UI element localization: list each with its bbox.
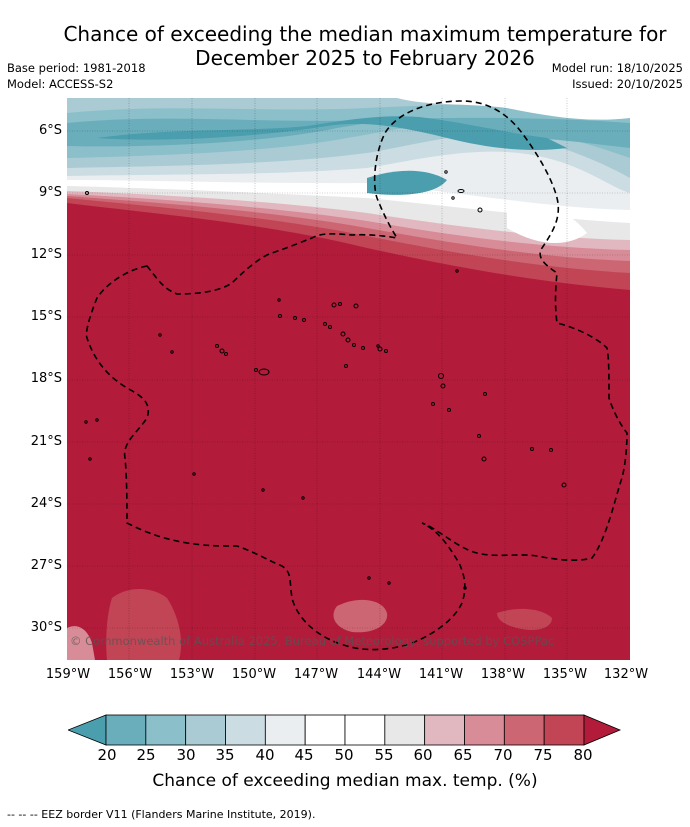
colorbar-bin [304, 714, 346, 746]
title-line-2: December 2025 to February 2026 [195, 46, 535, 70]
issued-text: Issued: 20/10/2025 [572, 77, 683, 91]
colorbar-tick: 25 [136, 746, 156, 764]
copyright-text: © Commonwealth of Australia 2025, Bureau… [70, 634, 555, 648]
y-tick-label: 21°S [30, 434, 62, 449]
x-tick-label: 156°W [107, 667, 153, 682]
colorbar-high-arrow [583, 714, 622, 746]
band-20-25 [67, 117, 630, 148]
band-25-30 [67, 104, 630, 158]
colorbar-bin [264, 714, 306, 746]
eez-footnote: -- -- -- EEZ border V11 (Flanders Marine… [7, 808, 316, 821]
colorbar-tick: 60 [413, 746, 433, 764]
y-tick-label: 6°S [38, 123, 62, 138]
model-text: Model: ACCESS-S2 [7, 77, 114, 91]
y-tick-label: 9°S [38, 185, 62, 200]
bottom-patch-3 [497, 608, 552, 630]
colorbar-bin [384, 714, 426, 746]
y-tick-label: 27°S [30, 558, 62, 573]
colorbar-bin [105, 714, 147, 746]
x-tick-label: 159°W [45, 667, 91, 682]
colorbar-tick: 40 [255, 746, 275, 764]
colorbar-tick: 35 [215, 746, 235, 764]
x-tick-label: 150°W [231, 667, 277, 682]
colorbar-bin [185, 714, 226, 746]
colorbar-bin [503, 714, 545, 746]
colorbar-tick: 65 [453, 746, 473, 764]
x-tick-label: 144°W [356, 667, 402, 682]
meta-right: Model run: 18/10/2025 Issued: 20/10/2025 [552, 60, 683, 92]
colorbar-bin [225, 714, 266, 746]
colorbar-tick: 70 [493, 746, 513, 764]
y-tick-label: 30°S [30, 620, 62, 635]
band-white-top [397, 98, 630, 120]
bottom-patch-4 [67, 626, 95, 660]
y-tick-label: 18°S [30, 371, 62, 386]
colorbar-tick: 55 [374, 746, 394, 764]
colorbar-bin [543, 714, 585, 746]
x-tick-label: 147°W [293, 667, 339, 682]
map-svg [67, 98, 630, 660]
x-tick-label: 153°W [169, 667, 215, 682]
colorbar [68, 714, 622, 746]
x-tick-label: 141°W [418, 667, 464, 682]
probability-map [67, 98, 630, 660]
band-below-20-patch [367, 170, 447, 195]
colorbar-title: Chance of exceeding median max. temp. (%… [152, 771, 538, 791]
meta-left: Base period: 1981-2018 Model: ACCESS-S2 [7, 60, 146, 92]
y-tick-label: 15°S [30, 309, 62, 324]
colorbar-bin [424, 714, 465, 746]
y-tick-label: 12°S [30, 247, 62, 262]
x-tick-label: 138°W [480, 667, 526, 682]
islands [84, 170, 567, 590]
eez-border [85, 100, 628, 651]
band-below-20 [97, 116, 567, 150]
colorbar-bin [464, 714, 505, 746]
base-period-text: Base period: 1981-2018 [7, 61, 146, 75]
title-line-1: Chance of exceeding the median maximum t… [63, 22, 667, 46]
bottom-patch-1 [106, 589, 182, 660]
colorbar-bin [145, 714, 187, 746]
colorbar-tick: 80 [573, 746, 593, 764]
colorbar-tick: 30 [176, 746, 196, 764]
colorbar-bin [344, 714, 386, 746]
colorbar-tick: 45 [294, 746, 314, 764]
band-white-right [507, 204, 587, 244]
colorbar-tick: 50 [334, 746, 354, 764]
colorbar-bins [105, 714, 585, 746]
grid-lines [67, 98, 630, 660]
model-run-text: Model run: 18/10/2025 [551, 61, 683, 75]
y-tick-label: 24°S [30, 496, 62, 511]
x-tick-label: 135°W [542, 667, 588, 682]
x-tick-label: 132°W [603, 667, 649, 682]
colorbar-low-arrow [68, 714, 107, 746]
colorbar-tick: 20 [97, 746, 117, 764]
bottom-patch-2 [333, 599, 388, 633]
colorbar-tick: 75 [533, 746, 553, 764]
